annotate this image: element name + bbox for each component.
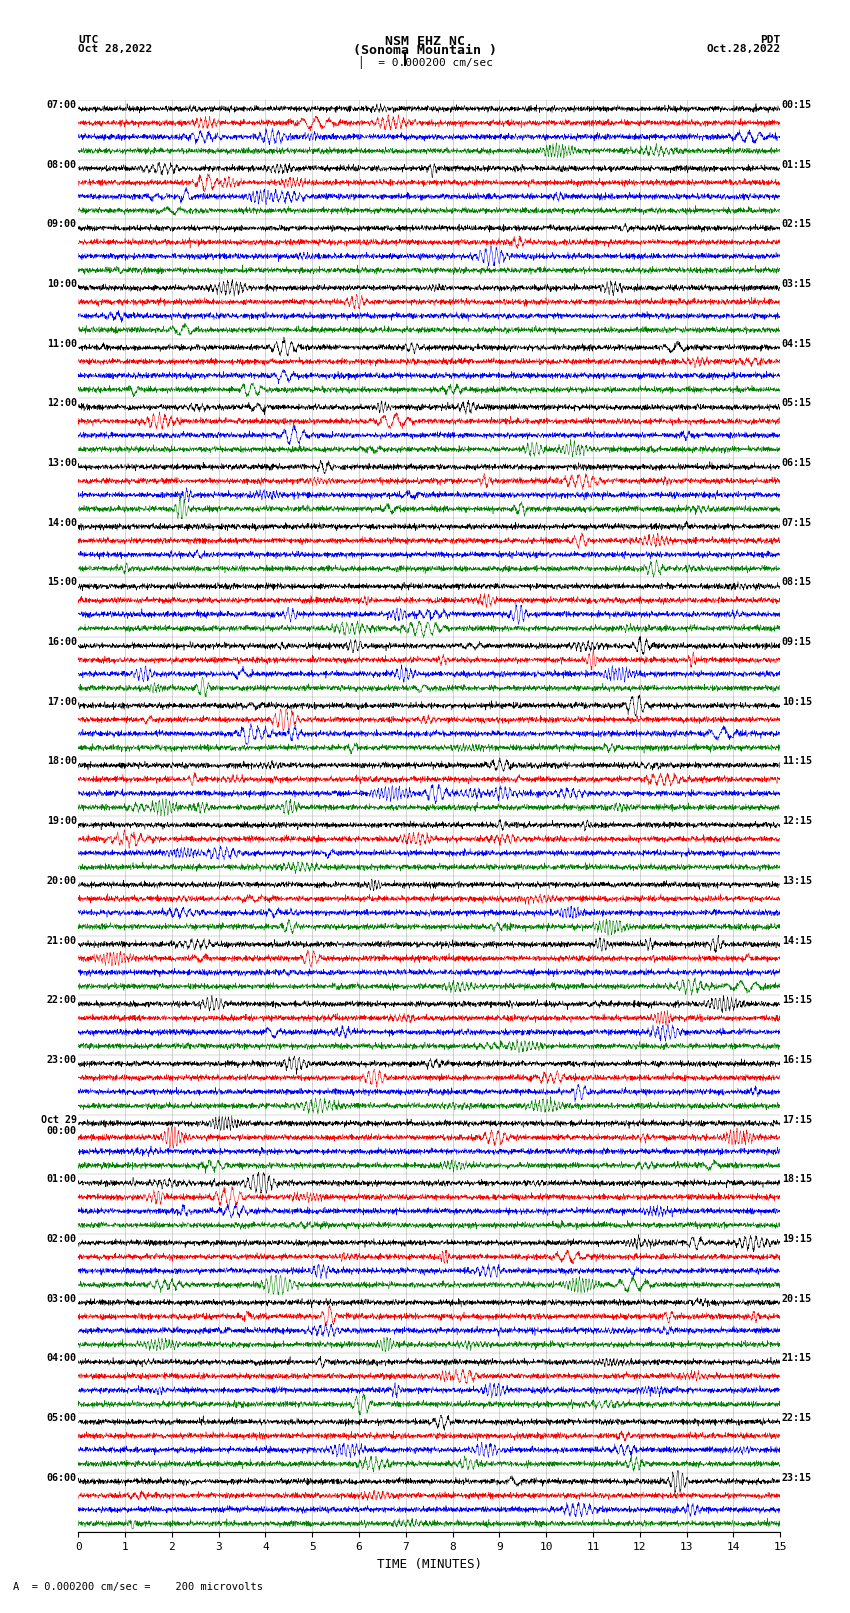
Text: 07:00: 07:00 [47,100,76,110]
Text: 14:00: 14:00 [47,518,76,527]
Text: UTC: UTC [78,35,99,45]
Text: 02:15: 02:15 [782,219,812,229]
Text: 01:15: 01:15 [782,160,812,169]
Text: 22:15: 22:15 [782,1413,812,1423]
Text: 13:00: 13:00 [47,458,76,468]
Text: 14:15: 14:15 [782,936,812,945]
Text: 15:15: 15:15 [782,995,812,1005]
Text: 22:00: 22:00 [47,995,76,1005]
Text: │  = 0.000200 cm/sec: │ = 0.000200 cm/sec [358,56,492,69]
Text: 18:15: 18:15 [782,1174,812,1184]
Text: 23:15: 23:15 [782,1473,812,1482]
Text: 06:00: 06:00 [47,1473,76,1482]
Text: 08:00: 08:00 [47,160,76,169]
Text: 17:15: 17:15 [782,1115,812,1124]
Text: 21:15: 21:15 [782,1353,812,1363]
Text: 07:15: 07:15 [782,518,812,527]
Text: 20:15: 20:15 [782,1294,812,1303]
Text: A  = 0.000200 cm/sec =    200 microvolts: A = 0.000200 cm/sec = 200 microvolts [13,1582,263,1592]
Text: 20:00: 20:00 [47,876,76,886]
Text: 03:15: 03:15 [782,279,812,289]
Text: 23:00: 23:00 [47,1055,76,1065]
Text: 10:15: 10:15 [782,697,812,706]
Text: Oct 28,2022: Oct 28,2022 [78,44,152,55]
Text: 02:00: 02:00 [47,1234,76,1244]
Text: 05:00: 05:00 [47,1413,76,1423]
Text: 11:00: 11:00 [47,339,76,348]
Text: 15:00: 15:00 [47,577,76,587]
Text: 06:15: 06:15 [782,458,812,468]
Text: (Sonoma Mountain ): (Sonoma Mountain ) [353,44,497,58]
Text: 01:00: 01:00 [47,1174,76,1184]
Text: NSM EHZ NC: NSM EHZ NC [385,35,465,48]
Text: 19:15: 19:15 [782,1234,812,1244]
Text: 19:00: 19:00 [47,816,76,826]
Text: 12:15: 12:15 [782,816,812,826]
Text: 17:00: 17:00 [47,697,76,706]
Text: PDT: PDT [760,35,780,45]
Text: Oct.28,2022: Oct.28,2022 [706,44,780,55]
Text: 16:00: 16:00 [47,637,76,647]
Text: 12:00: 12:00 [47,398,76,408]
Text: 11:15: 11:15 [782,756,812,766]
Text: 10:00: 10:00 [47,279,76,289]
Text: 04:15: 04:15 [782,339,812,348]
Text: 16:15: 16:15 [782,1055,812,1065]
Text: 03:00: 03:00 [47,1294,76,1303]
X-axis label: TIME (MINUTES): TIME (MINUTES) [377,1558,482,1571]
Text: 09:15: 09:15 [782,637,812,647]
Text: 21:00: 21:00 [47,936,76,945]
Text: 00:15: 00:15 [782,100,812,110]
Text: 09:00: 09:00 [47,219,76,229]
Text: 05:15: 05:15 [782,398,812,408]
Text: 04:00: 04:00 [47,1353,76,1363]
Text: 13:15: 13:15 [782,876,812,886]
Text: 18:00: 18:00 [47,756,76,766]
Text: Oct 29
00:00: Oct 29 00:00 [41,1115,76,1136]
Text: 08:15: 08:15 [782,577,812,587]
